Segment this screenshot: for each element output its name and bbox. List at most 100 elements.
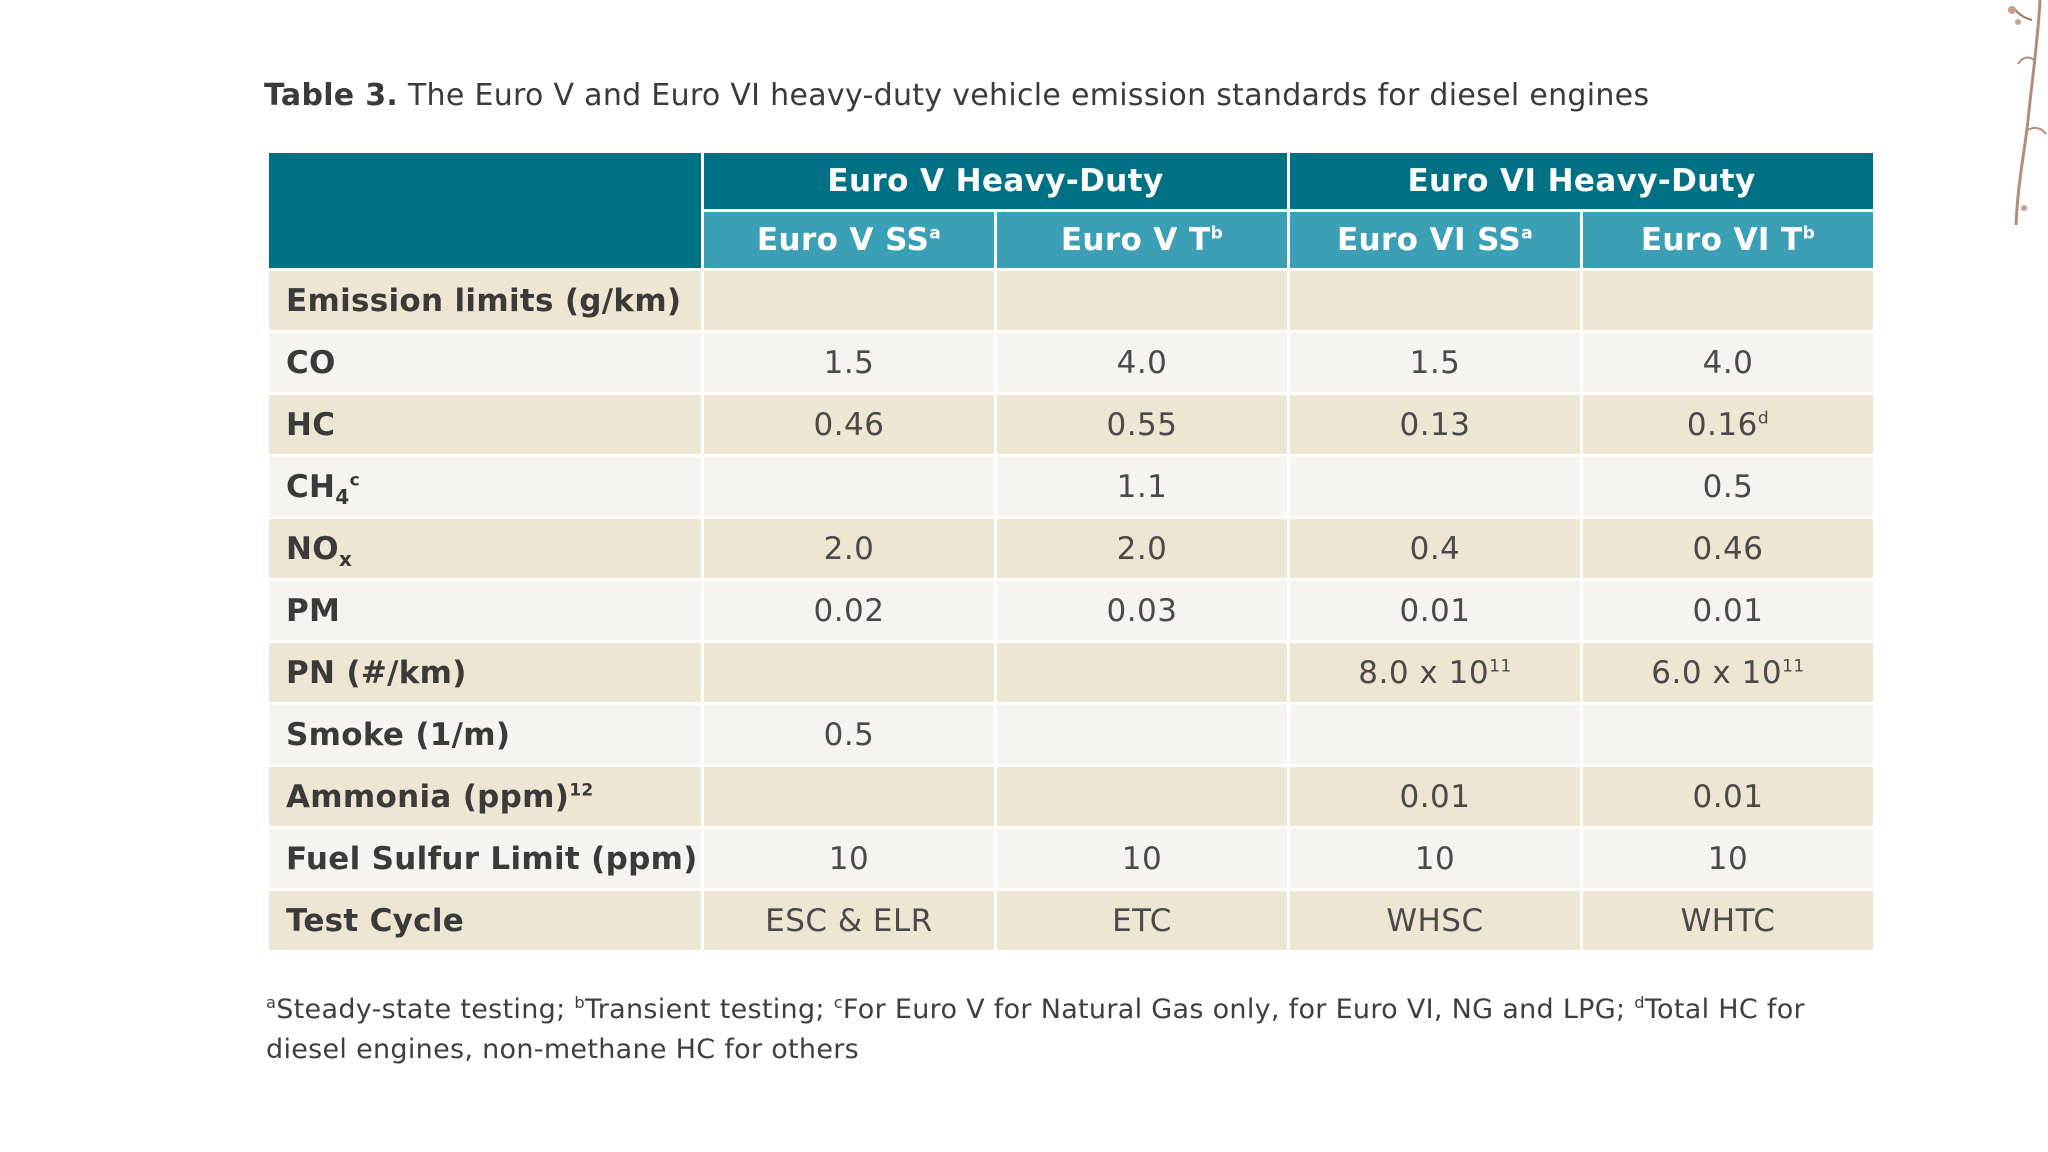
table-row-fuel-sulfur: Fuel Sulfur Limit (ppm) 10 10 10 10 bbox=[269, 829, 1874, 888]
table-cell: 0.5 bbox=[1583, 457, 1874, 516]
table-row-hc: HC 0.46 0.55 0.13 0.16d bbox=[269, 395, 1874, 454]
table-cell: 0.02 bbox=[704, 581, 994, 640]
table-row-test-cycle: Test Cycle ESC & ELR ETC WHSC WHTC bbox=[269, 891, 1874, 950]
footnote-mark: b bbox=[1210, 223, 1224, 244]
footnote-mark: a bbox=[929, 223, 942, 244]
group-header-euro-vi: Euro VI Heavy-Duty bbox=[1290, 153, 1874, 209]
row-label: CO bbox=[269, 333, 701, 392]
table-footnotes: aSteady-state testing; bTransient testin… bbox=[266, 990, 1876, 1070]
row-label: PN (#/km) bbox=[269, 643, 701, 702]
footnote-mark: b bbox=[574, 993, 585, 1012]
table-cell: 1.5 bbox=[704, 333, 994, 392]
row-label: Ammonia (ppm)12 bbox=[269, 767, 701, 826]
footnote-text: For Euro V for Natural Gas only, for Eur… bbox=[842, 994, 1635, 1025]
table-cell: 0.16d bbox=[1583, 395, 1874, 454]
table-cell: ETC bbox=[997, 891, 1287, 950]
table-row-ch4: CH4c 1.1 0.5 bbox=[269, 457, 1874, 516]
branch-illustration bbox=[2008, 0, 2047, 226]
table-cell: 0.4 bbox=[1290, 519, 1580, 578]
table-cell: 2.0 bbox=[997, 519, 1287, 578]
row-label-subscript: 4 bbox=[335, 484, 350, 509]
table-row-emission-limits: Emission limits (g/km) bbox=[269, 271, 1874, 330]
caption-text: The Euro V and Euro VI heavy-duty vehicl… bbox=[407, 78, 1650, 113]
row-label: Emission limits (g/km) bbox=[269, 271, 701, 330]
table-cell bbox=[704, 643, 994, 702]
row-label: HC bbox=[269, 395, 701, 454]
row-label: Fuel Sulfur Limit (ppm) bbox=[269, 829, 701, 888]
table-cell bbox=[997, 705, 1287, 764]
group-header-euro-v: Euro V Heavy-Duty bbox=[704, 153, 1287, 209]
table-cell bbox=[1290, 705, 1580, 764]
footnote-mark: c bbox=[833, 993, 843, 1012]
row-label-subscript: x bbox=[338, 546, 353, 571]
table-cell: 0.55 bbox=[997, 395, 1287, 454]
table-cell: 2.0 bbox=[704, 519, 994, 578]
table-cell: 0.13 bbox=[1290, 395, 1580, 454]
table-cell: 0.01 bbox=[1290, 767, 1580, 826]
table-row-co: CO 1.5 4.0 1.5 4.0 bbox=[269, 333, 1874, 392]
footnote-mark: a bbox=[266, 993, 277, 1012]
table-cell: 4.0 bbox=[1583, 333, 1874, 392]
table-cell bbox=[997, 643, 1287, 702]
table-cell: 0.01 bbox=[1583, 581, 1874, 640]
table-cell bbox=[704, 767, 994, 826]
footnote-text: Steady-state testing; bbox=[276, 994, 575, 1025]
column-header-label: Euro V SS bbox=[756, 222, 930, 258]
column-header-label: Euro VI T bbox=[1640, 222, 1803, 258]
table-cell: 0.5 bbox=[704, 705, 994, 764]
cell-value: 8.0 x 10 bbox=[1358, 654, 1490, 691]
table-cell: 10 bbox=[1583, 829, 1874, 888]
table-cell bbox=[1290, 271, 1580, 330]
footnote-mark: 12 bbox=[569, 780, 594, 801]
table-row-pm: PM 0.02 0.03 0.01 0.01 bbox=[269, 581, 1874, 640]
column-header-euro-vi-t: Euro VI Tb bbox=[1583, 212, 1874, 268]
table-cell: WHTC bbox=[1583, 891, 1874, 950]
footnote-mark: a bbox=[1521, 223, 1534, 244]
table-cell: 1.5 bbox=[1290, 333, 1580, 392]
table-row-pn: PN (#/km) 8.0 x 1011 6.0 x 1011 bbox=[269, 643, 1874, 702]
table-cell bbox=[997, 767, 1287, 826]
column-header-label: Euro VI SS bbox=[1336, 222, 1522, 258]
table-cell bbox=[1583, 705, 1874, 764]
cell-value: 0.16 bbox=[1686, 406, 1758, 443]
footnote-mark: d bbox=[1757, 408, 1770, 429]
table-cell: ESC & ELR bbox=[704, 891, 994, 950]
row-label: PM bbox=[269, 581, 701, 640]
table-cell bbox=[704, 457, 994, 516]
table-cell bbox=[997, 271, 1287, 330]
row-label: Test Cycle bbox=[269, 891, 701, 950]
table-cell bbox=[1583, 271, 1874, 330]
emission-standards-table: Euro V Heavy-Duty Euro VI Heavy-Duty Eur… bbox=[266, 150, 1876, 953]
table-cell: 0.46 bbox=[704, 395, 994, 454]
table-caption: Table 3. The Euro V and Euro VI heavy-du… bbox=[264, 78, 1649, 113]
table-row-smoke: Smoke (1/m) 0.5 bbox=[269, 705, 1874, 764]
column-header-euro-vi-ss: Euro VI SSa bbox=[1290, 212, 1580, 268]
column-header-euro-v-t: Euro V Tb bbox=[997, 212, 1287, 268]
exponent: 11 bbox=[1782, 656, 1805, 677]
cell-value: 6.0 x 10 bbox=[1651, 654, 1783, 691]
table-cell: 6.0 x 1011 bbox=[1583, 643, 1874, 702]
table-cell: 0.01 bbox=[1290, 581, 1580, 640]
footnote-mark: c bbox=[349, 470, 361, 491]
table-cell: 4.0 bbox=[997, 333, 1287, 392]
table-cell: 10 bbox=[997, 829, 1287, 888]
table-cell: 10 bbox=[704, 829, 994, 888]
table-cell: WHSC bbox=[1290, 891, 1580, 950]
table-row-ammonia: Ammonia (ppm)12 0.01 0.01 bbox=[269, 767, 1874, 826]
footnote-mark: b bbox=[1802, 223, 1816, 244]
table-row-nox: NOx 2.0 2.0 0.4 0.46 bbox=[269, 519, 1874, 578]
exponent: 11 bbox=[1489, 656, 1512, 677]
header-corner bbox=[269, 153, 701, 268]
table-cell: 0.01 bbox=[1583, 767, 1874, 826]
row-label: Smoke (1/m) bbox=[269, 705, 701, 764]
row-label-main: CH bbox=[286, 468, 336, 505]
table-cell: 10 bbox=[1290, 829, 1580, 888]
column-header-label: Euro V T bbox=[1060, 222, 1211, 258]
row-label-main: NO bbox=[286, 530, 339, 567]
row-label: CH4c bbox=[269, 457, 701, 516]
table-cell bbox=[704, 271, 994, 330]
table-cell bbox=[1290, 457, 1580, 516]
table-cell: 8.0 x 1011 bbox=[1290, 643, 1580, 702]
footnote-mark: d bbox=[1634, 993, 1645, 1012]
